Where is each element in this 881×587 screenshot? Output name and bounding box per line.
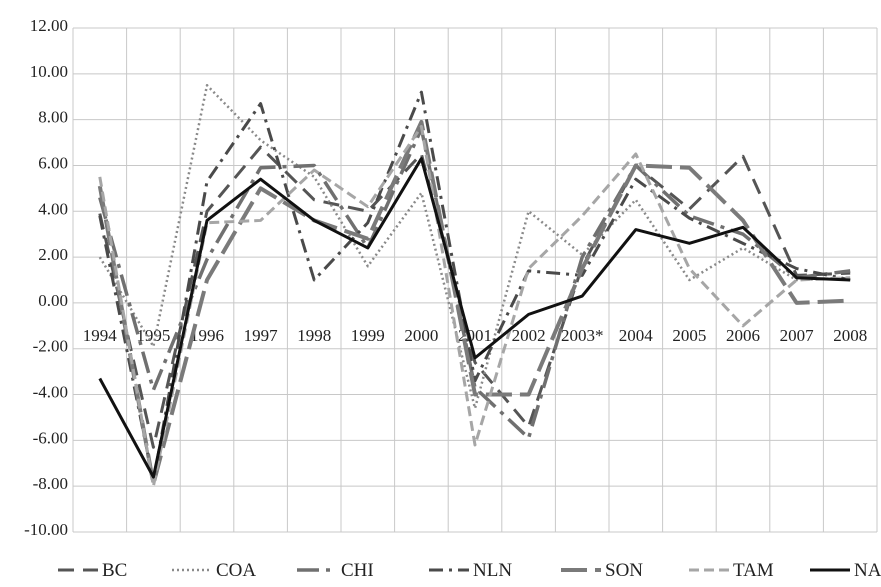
y-tick-label: 10.00	[30, 62, 68, 81]
legend: BC COA CHI NLN SON TAM NAL	[58, 560, 881, 581]
legend-label-tam: TAM	[733, 560, 774, 581]
series-line-chi	[98, 127, 851, 440]
series-nal	[98, 157, 851, 479]
legend-label-bc: BC	[102, 560, 127, 581]
y-tick-label: -8.00	[33, 474, 68, 493]
legend-label-nal: NAL	[854, 560, 881, 581]
y-tick-label: -2.00	[33, 337, 68, 356]
x-tick-label: 2000	[404, 326, 438, 345]
legend-label-son: SON	[605, 560, 643, 581]
x-tick-label: 1998	[297, 326, 331, 345]
x-tick-label: 1996	[190, 326, 224, 345]
x-tick-label: 1999	[351, 326, 385, 345]
x-tick-label: 1997	[244, 326, 279, 345]
series-line-coa	[98, 84, 851, 410]
x-tick-label: 2004	[619, 326, 654, 345]
x-tick-label: 2007	[780, 326, 815, 345]
y-tick-label: -6.00	[33, 428, 68, 447]
x-tick-label: 2002	[512, 326, 546, 345]
y-tick-label: 8.00	[38, 108, 68, 127]
y-tick-label: 6.00	[38, 153, 68, 172]
y-tick-label: -10.00	[24, 520, 68, 539]
series-line-bc	[98, 145, 851, 449]
legend-label-coa: COA	[216, 560, 256, 581]
series-line-nln	[98, 90, 851, 484]
legend-label-chi: CHI	[341, 560, 374, 581]
x-tick-label: 2005	[672, 326, 706, 345]
y-tick-label: 12.00	[30, 16, 68, 35]
series-bc	[98, 145, 851, 449]
y-tick-label: 4.00	[38, 199, 68, 218]
x-tick-label: 2006	[726, 326, 760, 345]
x-tick-label: 1994	[83, 326, 118, 345]
x-tick-label: 2008	[833, 326, 867, 345]
series-nln	[98, 90, 851, 484]
series-son	[97, 119, 851, 486]
y-tick-label: 0.00	[38, 291, 68, 310]
x-tick-label: 2003*	[561, 326, 604, 345]
y-tick-label: -4.00	[33, 383, 68, 402]
series-line-tam	[98, 125, 851, 488]
grid	[72, 27, 878, 533]
series-tam	[98, 125, 851, 488]
legend-label-nln: NLN	[473, 560, 512, 581]
y-tick-label: 2.00	[38, 245, 68, 264]
